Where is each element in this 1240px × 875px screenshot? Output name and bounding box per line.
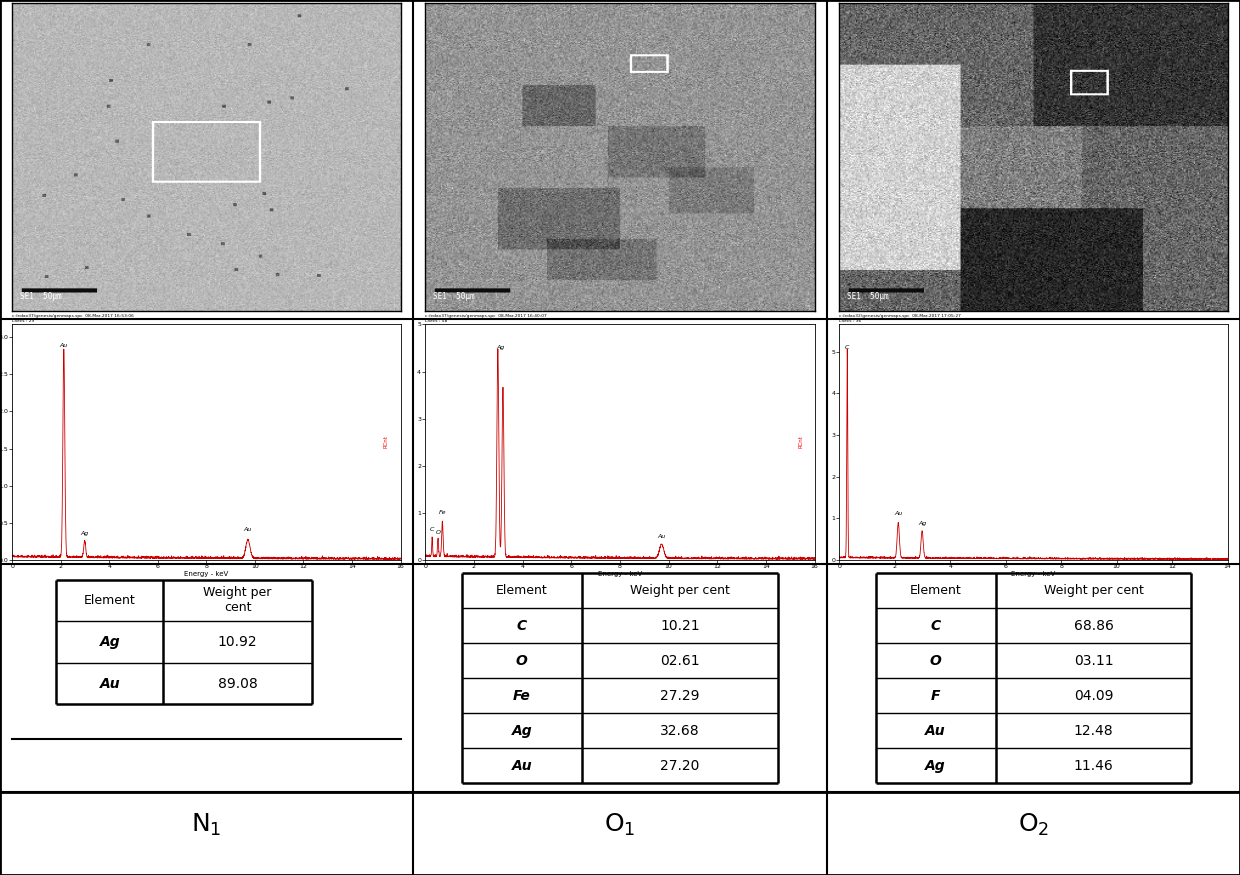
Text: O: O bbox=[435, 530, 440, 536]
Text: O: O bbox=[516, 654, 528, 668]
Text: Au: Au bbox=[657, 534, 666, 539]
Text: Ag: Ag bbox=[99, 635, 120, 649]
Text: SE1  50μm: SE1 50μm bbox=[847, 292, 889, 301]
Text: Fe: Fe bbox=[439, 510, 446, 515]
Text: SE1  50μm: SE1 50μm bbox=[20, 292, 62, 301]
Text: Au: Au bbox=[925, 724, 946, 738]
Text: F: F bbox=[931, 689, 940, 703]
Text: 04.09: 04.09 bbox=[1074, 689, 1114, 703]
Text: Element: Element bbox=[84, 594, 135, 607]
Text: SE1  50μm: SE1 50μm bbox=[433, 292, 475, 301]
Text: Element: Element bbox=[910, 584, 961, 597]
Text: c:/edax37/genesis/genmaps.spc  08-Mar-2017 16:40:07
LSecs : 58: c:/edax37/genesis/genmaps.spc 08-Mar-201… bbox=[425, 314, 547, 323]
Text: C: C bbox=[430, 527, 434, 532]
Text: 11.46: 11.46 bbox=[1074, 759, 1114, 773]
Text: Weight per
cent: Weight per cent bbox=[203, 586, 272, 614]
Text: O: O bbox=[930, 654, 941, 668]
Text: C: C bbox=[931, 619, 941, 633]
Text: Ag: Ag bbox=[81, 531, 89, 536]
Text: 10.21: 10.21 bbox=[661, 619, 699, 633]
Text: RCnt: RCnt bbox=[384, 436, 389, 448]
Text: Ag: Ag bbox=[496, 346, 505, 350]
Text: 27.20: 27.20 bbox=[661, 759, 699, 773]
Text: Au: Au bbox=[894, 511, 903, 516]
Text: 89.08: 89.08 bbox=[218, 676, 258, 690]
Text: Weight per cent: Weight per cent bbox=[1044, 584, 1143, 597]
Text: 68.86: 68.86 bbox=[1074, 619, 1114, 633]
Text: RCnt: RCnt bbox=[799, 436, 804, 448]
Text: O$_1$: O$_1$ bbox=[604, 812, 636, 837]
X-axis label: Energy - keV: Energy - keV bbox=[185, 570, 228, 577]
Text: 03.11: 03.11 bbox=[1074, 654, 1114, 668]
Text: 10.92: 10.92 bbox=[218, 635, 258, 649]
X-axis label: Energy - keV: Energy - keV bbox=[1012, 570, 1055, 577]
Text: 02.61: 02.61 bbox=[661, 654, 699, 668]
Text: c:/edax32/genesis/genmaps.spc  08-Mar-2017 17:05:27
LSecs : 36: c:/edax32/genesis/genmaps.spc 08-Mar-201… bbox=[839, 314, 961, 323]
Text: Weight per cent: Weight per cent bbox=[630, 584, 730, 597]
Text: O$_2$: O$_2$ bbox=[1018, 812, 1049, 837]
Text: C: C bbox=[844, 345, 849, 350]
X-axis label: Energy - keV: Energy - keV bbox=[598, 570, 642, 577]
Text: Au: Au bbox=[60, 343, 68, 348]
Text: 32.68: 32.68 bbox=[661, 724, 699, 738]
Text: 12.48: 12.48 bbox=[1074, 724, 1114, 738]
Text: Au: Au bbox=[244, 527, 252, 532]
Text: Au: Au bbox=[99, 676, 120, 690]
Text: Ag: Ag bbox=[925, 759, 946, 773]
Text: C: C bbox=[517, 619, 527, 633]
Text: Fe: Fe bbox=[513, 689, 531, 703]
Text: 27.29: 27.29 bbox=[661, 689, 699, 703]
Text: Ag: Ag bbox=[512, 724, 532, 738]
Text: Ag: Ag bbox=[918, 521, 926, 526]
Text: Au: Au bbox=[512, 759, 532, 773]
Text: N$_1$: N$_1$ bbox=[191, 812, 222, 837]
Text: Element: Element bbox=[496, 584, 548, 597]
Text: c:/edax37/genesis/genmaps.spc  08-Mar-2017 16:53:06
LSecs : 29: c:/edax37/genesis/genmaps.spc 08-Mar-201… bbox=[12, 314, 134, 323]
